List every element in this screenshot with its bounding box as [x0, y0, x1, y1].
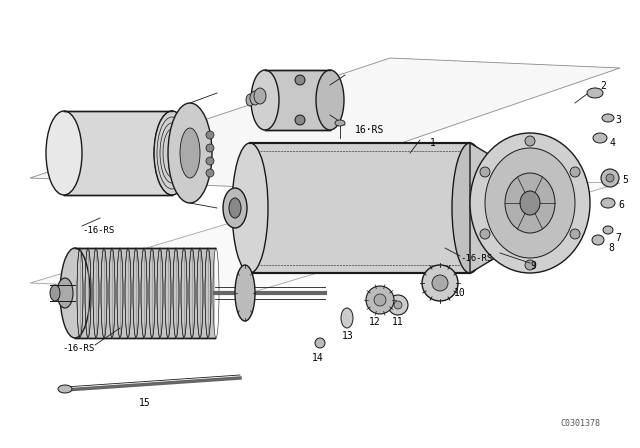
Ellipse shape — [593, 133, 607, 143]
Ellipse shape — [366, 286, 394, 314]
Ellipse shape — [316, 70, 344, 130]
Polygon shape — [470, 143, 520, 273]
Ellipse shape — [229, 198, 241, 218]
Ellipse shape — [394, 301, 402, 309]
Ellipse shape — [480, 167, 490, 177]
Ellipse shape — [606, 174, 614, 182]
Text: C0301378: C0301378 — [560, 418, 600, 427]
Ellipse shape — [422, 265, 458, 301]
Ellipse shape — [341, 308, 353, 328]
Bar — [64, 111, 172, 195]
Ellipse shape — [587, 88, 603, 98]
Ellipse shape — [520, 191, 540, 215]
Ellipse shape — [570, 167, 580, 177]
Ellipse shape — [295, 75, 305, 85]
Ellipse shape — [254, 88, 266, 104]
Text: 2: 2 — [600, 81, 606, 91]
Ellipse shape — [206, 144, 214, 152]
Ellipse shape — [602, 114, 614, 122]
Bar — [265, 70, 330, 130]
Ellipse shape — [601, 169, 619, 187]
Ellipse shape — [250, 91, 260, 105]
Ellipse shape — [480, 229, 490, 239]
Text: 4: 4 — [610, 138, 616, 148]
Text: 6: 6 — [618, 200, 624, 210]
Ellipse shape — [232, 143, 268, 273]
Ellipse shape — [570, 229, 580, 239]
Text: 8: 8 — [608, 243, 614, 253]
Text: 10: 10 — [454, 288, 466, 298]
Ellipse shape — [485, 148, 575, 258]
Ellipse shape — [601, 198, 615, 208]
Ellipse shape — [374, 294, 386, 306]
Bar — [250, 143, 470, 273]
Ellipse shape — [223, 188, 247, 228]
Text: 14: 14 — [312, 353, 324, 363]
Text: -16-RS: -16-RS — [460, 254, 492, 263]
Ellipse shape — [206, 169, 214, 177]
Text: 7: 7 — [615, 233, 621, 243]
Ellipse shape — [335, 120, 345, 126]
Ellipse shape — [603, 226, 613, 234]
Ellipse shape — [50, 285, 60, 301]
Ellipse shape — [525, 136, 535, 146]
Text: 3: 3 — [615, 115, 621, 125]
Ellipse shape — [60, 248, 90, 338]
Text: 9: 9 — [530, 261, 536, 271]
Ellipse shape — [58, 385, 72, 393]
Ellipse shape — [206, 157, 214, 165]
Ellipse shape — [388, 295, 408, 315]
Text: 12: 12 — [369, 317, 381, 327]
Ellipse shape — [251, 70, 279, 130]
Text: 1: 1 — [430, 138, 436, 148]
Ellipse shape — [246, 94, 254, 106]
Ellipse shape — [505, 173, 555, 233]
Polygon shape — [30, 178, 620, 293]
Ellipse shape — [500, 178, 510, 188]
Ellipse shape — [168, 103, 212, 203]
Text: 13: 13 — [342, 331, 354, 341]
Text: 16·RS: 16·RS — [355, 125, 385, 135]
Ellipse shape — [470, 133, 590, 273]
Ellipse shape — [235, 265, 255, 321]
Text: 5: 5 — [622, 175, 628, 185]
Text: -16-RS: -16-RS — [62, 344, 94, 353]
Bar — [75, 248, 215, 338]
Ellipse shape — [525, 260, 535, 270]
Ellipse shape — [46, 111, 82, 195]
Ellipse shape — [452, 143, 488, 273]
Ellipse shape — [592, 235, 604, 245]
Ellipse shape — [500, 228, 510, 238]
Text: 15: 15 — [139, 398, 151, 408]
Ellipse shape — [206, 131, 214, 139]
Ellipse shape — [180, 128, 200, 178]
Ellipse shape — [432, 275, 448, 291]
Text: -16-RS: -16-RS — [82, 225, 115, 234]
Ellipse shape — [315, 338, 325, 348]
Polygon shape — [30, 58, 620, 188]
Ellipse shape — [154, 111, 190, 195]
Ellipse shape — [295, 115, 305, 125]
Text: 11: 11 — [392, 317, 404, 327]
Ellipse shape — [57, 278, 73, 308]
